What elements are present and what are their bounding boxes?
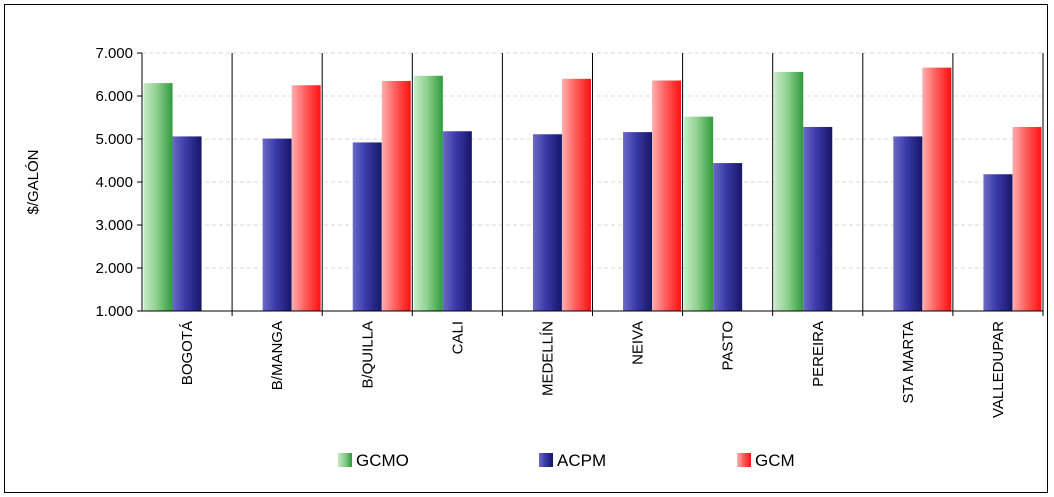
category-label: MEDELLÍN <box>539 321 556 396</box>
category-label: CALI <box>449 321 466 354</box>
bar-gcmo-7 <box>774 71 804 311</box>
axes <box>137 52 1044 316</box>
category-label: VALLEDUPAR <box>990 321 1007 418</box>
bar-acpm-7 <box>803 126 833 312</box>
bar-gcm-5 <box>652 80 682 312</box>
bar-chart: 1.000 2.000 3.000 4.000 5.000 6.000 7.000 BOGO… <box>25 45 1044 470</box>
legend-swatch-acpm <box>539 453 553 467</box>
legend-swatch-gcmo <box>338 453 352 467</box>
category-label: PASTO <box>720 321 737 370</box>
category-label: B/MANGA <box>269 321 286 390</box>
category-labels: BOGOTÁ B/MANGA B/QUILLA CALI MEDELLÍN NEIVA PA… <box>179 321 1007 418</box>
y-tick-labels: 1.000 2.000 3.000 4.000 5.000 6.000 7.000 <box>95 45 133 320</box>
bar-acpm-3 <box>442 131 472 311</box>
bars <box>143 67 1042 312</box>
category-label: NEIVA <box>630 321 647 365</box>
y-tick-label: 1.000 <box>95 303 133 320</box>
legend-label-acpm: ACPM <box>557 451 606 470</box>
bar-gcmo-6 <box>684 116 714 311</box>
bar-gcmo-3 <box>413 75 443 311</box>
category-label: B/QUILLA <box>359 321 376 389</box>
bar-gcm-1 <box>291 85 321 311</box>
chart-frame: 1.000 2.000 3.000 4.000 5.000 6.000 7.000 BOGO… <box>4 4 1048 493</box>
y-tick-label: 6.000 <box>95 88 133 105</box>
y-tick-label: 4.000 <box>95 174 133 191</box>
y-tick-label: 5.000 <box>95 131 133 148</box>
bar-acpm-2 <box>352 142 382 311</box>
bar-acpm-5 <box>623 132 653 311</box>
y-tick-label: 3.000 <box>95 217 133 234</box>
bar-acpm-4 <box>532 134 562 311</box>
legend-swatch-gcm <box>737 453 751 467</box>
bar-gcm-8 <box>922 67 952 311</box>
legend: GCMO ACPM GCM <box>338 451 795 470</box>
bar-gcm-2 <box>381 80 411 311</box>
legend-label-gcmo: GCMO <box>356 451 409 470</box>
y-tick-label: 7.000 <box>95 45 133 62</box>
bar-gcm-4 <box>561 78 591 311</box>
bar-gcmo-0 <box>143 83 173 311</box>
bar-acpm-8 <box>893 136 923 311</box>
bar-gcm-9 <box>1012 126 1042 312</box>
bar-acpm-9 <box>983 174 1013 311</box>
category-label: STA MARTA <box>900 321 917 404</box>
category-label: BOGOTÁ <box>179 321 196 385</box>
bar-acpm-6 <box>713 163 743 311</box>
bar-acpm-1 <box>262 138 292 311</box>
y-axis-title: $/GALÓN <box>25 149 42 214</box>
bar-acpm-0 <box>172 136 202 311</box>
legend-label-gcm: GCM <box>755 451 795 470</box>
y-tick-label: 2.000 <box>95 260 133 277</box>
category-label: PEREIRA <box>810 321 827 387</box>
